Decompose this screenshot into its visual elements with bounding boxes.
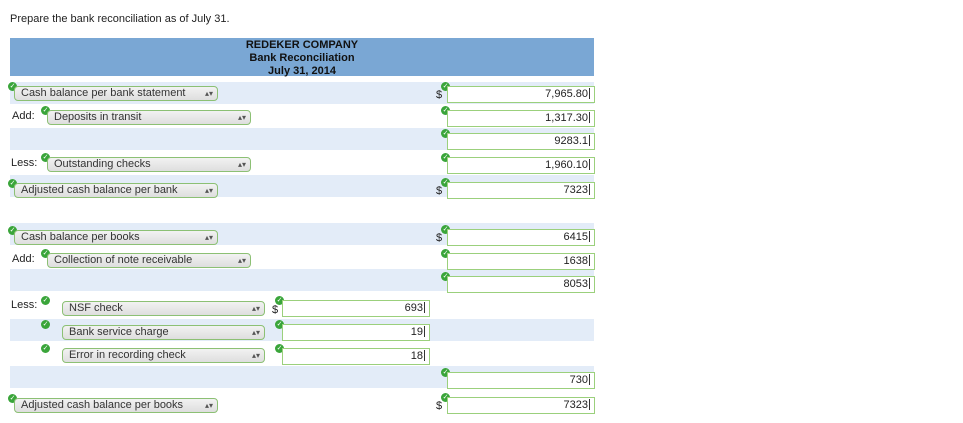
instructions: Prepare the bank reconciliation as of Ju… — [10, 13, 230, 25]
input-value: 7323 — [563, 184, 588, 196]
select-label: Deposits in transit — [54, 111, 142, 123]
check-icon: ✓ — [41, 153, 50, 162]
input-value: 1,960.10 — [545, 159, 588, 171]
less-label: Less: — [11, 299, 38, 311]
add-label: Add: — [12, 253, 35, 265]
deposits-select[interactable]: Deposits in transit ▴▾ — [47, 110, 251, 125]
input-value: 1638 — [563, 255, 588, 267]
bank-balance-input[interactable]: 7,965.80 — [447, 86, 595, 103]
outstanding-checks-input[interactable]: 1,960.10 — [447, 157, 595, 174]
adjusted-bank-input[interactable]: 7323 — [447, 182, 595, 199]
select-arrow-icon: ▴▾ — [251, 304, 260, 313]
deposits-input[interactable]: 1,317.30 — [447, 110, 595, 127]
adjusted-books-select[interactable]: Adjusted cash balance per books ▴▾ — [14, 398, 218, 413]
check-icon: ✓ — [441, 153, 450, 162]
outstanding-checks-select[interactable]: Outstanding checks ▴▾ — [47, 157, 251, 172]
check-icon: ✓ — [41, 320, 50, 329]
report-title: Bank Reconciliation — [249, 52, 355, 64]
check-icon: ✓ — [441, 82, 450, 91]
adjusted-bank-select[interactable]: Adjusted cash balance per bank ▴▾ — [14, 183, 218, 198]
book-balance-select[interactable]: Cash balance per books ▴▾ — [14, 230, 218, 245]
currency-symbol: $ — [272, 304, 279, 316]
adjusted-books-input[interactable]: 7323 — [447, 397, 595, 414]
select-label: Collection of note receivable — [54, 254, 193, 266]
check-icon: ✓ — [275, 296, 284, 305]
currency-symbol: $ — [436, 89, 443, 101]
input-value: 6415 — [563, 231, 588, 243]
select-label: Outstanding checks — [54, 158, 151, 170]
currency-symbol: $ — [436, 400, 443, 412]
company-name: REDEKER COMPANY — [245, 39, 359, 51]
select-arrow-icon: ▴▾ — [251, 328, 260, 337]
currency-symbol: $ — [436, 185, 443, 197]
report-header: REDEKER COMPANY Bank Reconciliation July… — [10, 38, 594, 77]
input-value: 1,317.30 — [545, 112, 588, 124]
nsf-check-select[interactable]: NSF check ▴▾ — [62, 301, 265, 316]
input-value: 730 — [569, 374, 588, 386]
less-label: Less: — [11, 157, 38, 169]
recording-error-input[interactable]: 18 — [282, 348, 430, 365]
select-label: Adjusted cash balance per bank — [21, 184, 178, 196]
check-icon: ✓ — [41, 249, 50, 258]
collection-note-input[interactable]: 1638 — [447, 253, 595, 270]
add-label: Add: — [12, 110, 35, 122]
check-icon: ✓ — [8, 179, 17, 188]
select-label: Bank service charge — [69, 326, 169, 338]
select-arrow-icon: ▴▾ — [204, 233, 213, 242]
select-arrow-icon: ▴▾ — [237, 256, 246, 265]
input-value: 18 — [410, 350, 423, 362]
select-arrow-icon: ▴▾ — [251, 351, 260, 360]
bank-balance-select[interactable]: Cash balance per bank statement ▴▾ — [14, 86, 218, 101]
nsf-check-input[interactable]: 693 — [282, 300, 430, 317]
select-arrow-icon: ▴▾ — [204, 89, 213, 98]
less-total-input[interactable]: 730 — [447, 372, 595, 389]
check-icon: ✓ — [41, 344, 50, 353]
input-value: 7,965.80 — [545, 88, 588, 100]
select-arrow-icon: ▴▾ — [204, 401, 213, 410]
check-icon: ✓ — [8, 82, 17, 91]
check-icon: ✓ — [8, 226, 17, 235]
select-arrow-icon: ▴▾ — [237, 113, 246, 122]
check-icon: ✓ — [275, 320, 284, 329]
input-value: 19 — [410, 326, 423, 338]
book-subtotal-input[interactable]: 8053 — [447, 276, 595, 293]
check-icon: ✓ — [41, 296, 50, 305]
currency-symbol: $ — [436, 232, 443, 244]
select-label: Cash balance per bank statement — [21, 87, 186, 99]
check-icon: ✓ — [8, 394, 17, 403]
check-icon: ✓ — [41, 106, 50, 115]
report-date: July 31, 2014 — [268, 65, 336, 77]
input-value: 7323 — [563, 399, 588, 411]
select-label: Error in recording check — [69, 349, 186, 361]
select-label: Cash balance per books — [21, 231, 140, 243]
check-icon: ✓ — [441, 225, 450, 234]
check-icon: ✓ — [441, 368, 450, 377]
check-icon: ✓ — [441, 106, 450, 115]
check-icon: ✓ — [441, 393, 450, 402]
check-icon: ✓ — [275, 344, 284, 353]
input-value: 9283.1 — [554, 135, 588, 147]
select-label: NSF check — [69, 302, 123, 314]
service-charge-select[interactable]: Bank service charge ▴▾ — [62, 325, 265, 340]
collection-note-select[interactable]: Collection of note receivable ▴▾ — [47, 253, 251, 268]
select-arrow-icon: ▴▾ — [204, 186, 213, 195]
bank-subtotal-input[interactable]: 9283.1 — [447, 133, 595, 150]
select-arrow-icon: ▴▾ — [237, 160, 246, 169]
check-icon: ✓ — [441, 272, 450, 281]
input-value: 8053 — [563, 278, 588, 290]
check-icon: ✓ — [441, 178, 450, 187]
input-value: 693 — [404, 302, 423, 314]
recording-error-select[interactable]: Error in recording check ▴▾ — [62, 348, 265, 363]
check-icon: ✓ — [441, 249, 450, 258]
select-label: Adjusted cash balance per books — [21, 399, 184, 411]
service-charge-input[interactable]: 19 — [282, 324, 430, 341]
book-balance-input[interactable]: 6415 — [447, 229, 595, 246]
check-icon: ✓ — [441, 129, 450, 138]
